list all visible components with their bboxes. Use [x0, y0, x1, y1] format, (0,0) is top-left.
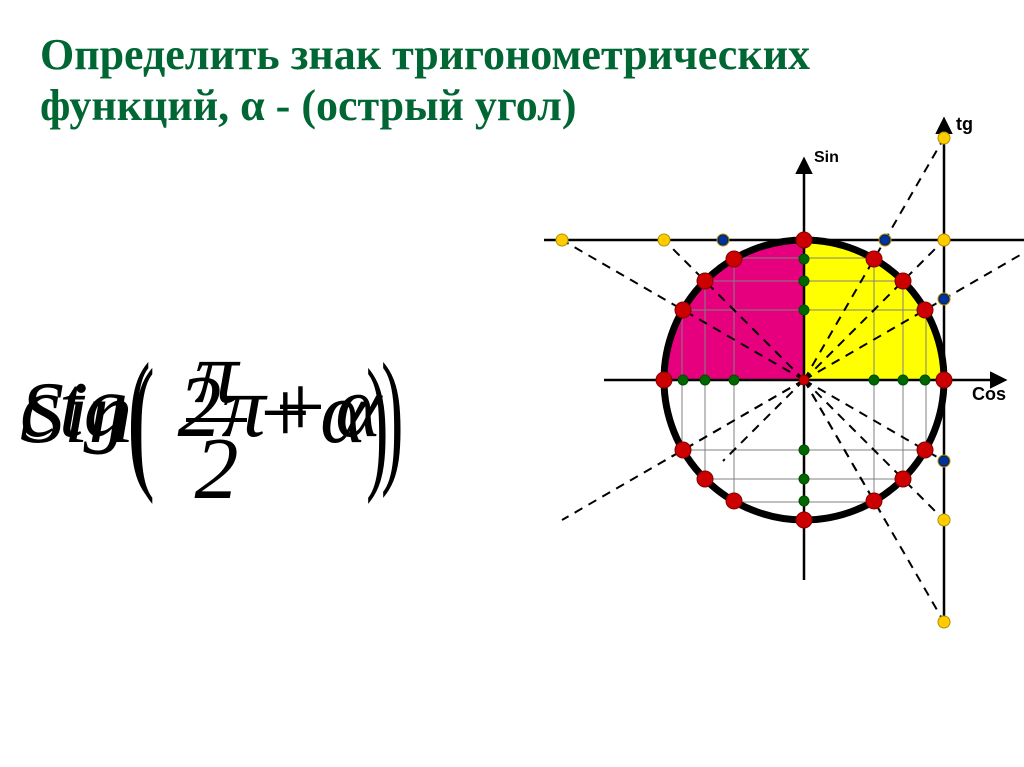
sin-text: Sin [20, 365, 132, 462]
unit-circle-diagram: tg ctg Sin Cos [524, 100, 1024, 660]
formula: ctg(2π+α) Sin(π2+α) [20, 330, 540, 550]
pi-over-2: π2 [186, 330, 246, 514]
origin-dot [799, 375, 809, 385]
cos-label: Cos [972, 384, 1006, 404]
title-text-2a: функций, [40, 81, 240, 130]
sin-label: Sin [814, 149, 839, 166]
rparen-2: ) [366, 336, 388, 508]
alpha-2: α [320, 365, 366, 462]
formula-sin-layer: Sin(π2+α) [20, 330, 416, 514]
plus-2: + [261, 365, 311, 462]
tg-label: tg [956, 114, 973, 134]
slide: Определить знак тригонометрических функц… [0, 0, 1024, 767]
title-text-1: Определить знак тригонометрических [40, 30, 810, 79]
lparen-2: ( [132, 336, 154, 508]
title-alpha: α [240, 81, 265, 130]
pi-den: 2 [186, 422, 246, 514]
pi-num: π [186, 330, 246, 422]
